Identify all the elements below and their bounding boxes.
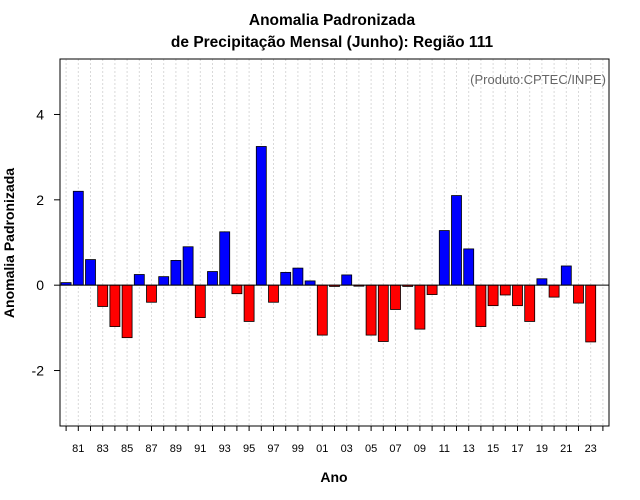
- bar-1992: [207, 271, 218, 286]
- bar-2006: [377, 284, 389, 342]
- bar-2009: [414, 284, 426, 330]
- bar-2005: [365, 284, 377, 336]
- bars: [60, 146, 597, 343]
- y-tick-label: -2: [32, 363, 45, 379]
- x-tick-label: 85: [121, 443, 133, 455]
- credit-annotation: (Produto:CPTEC/INPE): [470, 72, 606, 87]
- bar-1996: [255, 146, 267, 286]
- bar-1989: [170, 260, 182, 286]
- bar-2013: [463, 248, 475, 286]
- x-tick-label: 09: [414, 443, 426, 455]
- bar-2022: [573, 284, 584, 304]
- x-tick-label: 19: [536, 443, 548, 455]
- x-tick-label: 07: [389, 443, 401, 455]
- x-tick-label: 01: [316, 443, 328, 455]
- bar-1981: [72, 190, 84, 286]
- bar-1990: [182, 246, 194, 286]
- bar-1995: [243, 284, 255, 322]
- y-axis: -2 0 2 4: [32, 106, 60, 379]
- x-tick-label: 13: [463, 443, 475, 455]
- bar-2018: [524, 284, 536, 322]
- bar-2016: [499, 284, 511, 296]
- x-tick-label: 17: [511, 443, 523, 455]
- bar-2003: [341, 274, 353, 286]
- x-tick-label: 23: [585, 443, 597, 455]
- y-axis-label: Anomalia Padronizada: [1, 168, 17, 318]
- bar-2020: [548, 284, 560, 298]
- bar-1998: [280, 271, 292, 286]
- grid-lines: [65, 59, 604, 426]
- x-tick-label: 95: [243, 443, 255, 455]
- bar-2000: [304, 280, 316, 286]
- x-tick-label: 11: [439, 443, 450, 455]
- bar-1985: [121, 284, 133, 339]
- x-tick-label: 89: [170, 443, 182, 455]
- x-tick-label: 21: [560, 443, 572, 455]
- bar-2010: [426, 284, 438, 295]
- y-tick-label: 2: [36, 192, 44, 208]
- bar-2023: [585, 284, 597, 343]
- x-tick-label: 93: [219, 443, 231, 455]
- x-tick-label: 81: [72, 443, 84, 455]
- bar-2014: [475, 284, 487, 327]
- bar-2001: [316, 284, 328, 336]
- bar-2019: [536, 278, 548, 286]
- bar-1999: [292, 267, 304, 286]
- bar-2011: [438, 230, 450, 286]
- bar-2007: [390, 284, 401, 310]
- x-axis: 81 83 85 87 89 91 93 95 97 99 01 03 05 07 09 11 13 15 17 19…: [65, 426, 604, 455]
- bar-1991: [194, 284, 206, 319]
- y-tick-label: 0: [36, 277, 44, 293]
- bar-1983: [97, 284, 109, 307]
- bar-2021: [560, 265, 572, 286]
- bar-1994: [231, 284, 243, 295]
- bar-2015: [487, 284, 499, 307]
- bar-1993: [219, 231, 231, 286]
- x-tick-label: 05: [365, 443, 377, 455]
- bar-1986: [133, 274, 145, 286]
- x-tick-label: 15: [487, 443, 499, 455]
- bar-1997: [268, 284, 279, 303]
- bar-2012: [451, 195, 462, 286]
- plot-frame: [59, 58, 610, 427]
- x-tick-label: 91: [194, 443, 206, 455]
- y-tick-label: 4: [36, 106, 44, 122]
- x-tick-label: 83: [97, 443, 109, 455]
- chart-title-line1: Anomalia Padronizada: [249, 12, 416, 29]
- x-tick-label: 87: [145, 443, 157, 455]
- x-tick-label: 97: [267, 443, 279, 455]
- chart-title-line2: de Precipitação Mensal (Junho): Região 1…: [171, 34, 494, 51]
- x-axis-label: Ano: [320, 469, 347, 485]
- x-tick-label: 99: [292, 443, 304, 455]
- x-tick-label: 03: [341, 443, 353, 455]
- bar-1984: [109, 284, 121, 327]
- bar-1988: [158, 276, 170, 286]
- bar-2017: [512, 284, 523, 307]
- bar-1987: [146, 284, 157, 303]
- bar-1982: [85, 259, 96, 286]
